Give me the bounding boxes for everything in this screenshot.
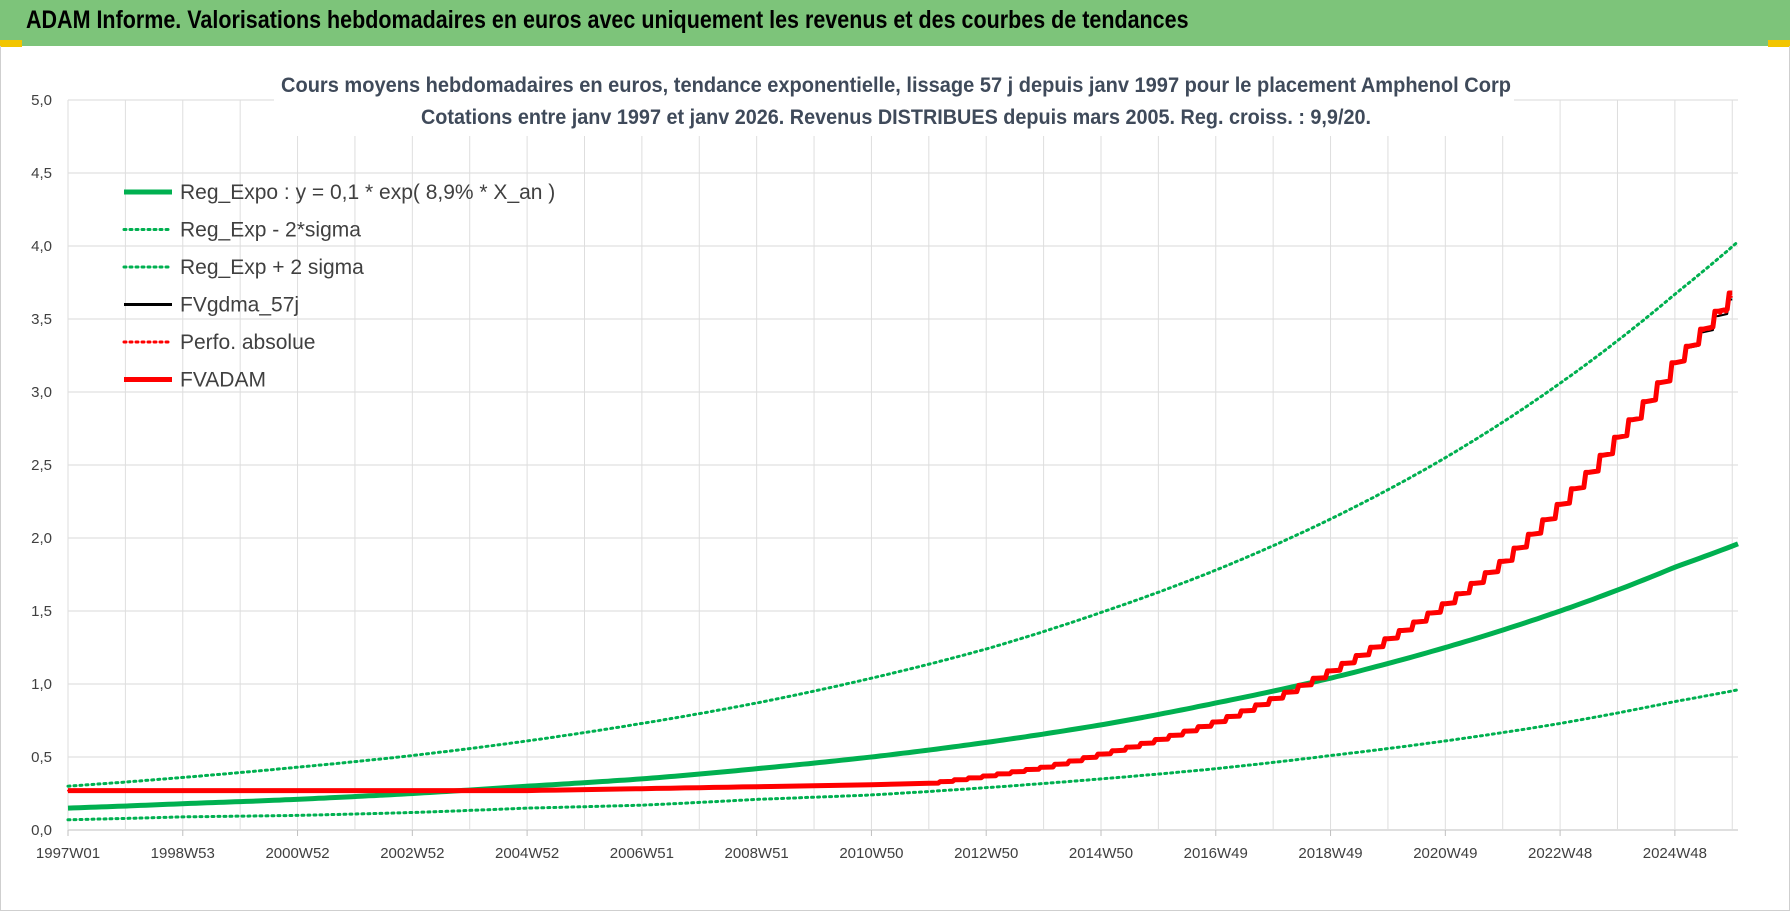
x-tick-label: 1998W53 [151, 845, 215, 862]
x-tick-label: 2008W51 [725, 845, 789, 862]
y-tick-label: 0,0 [31, 822, 52, 839]
legend: Reg_Expo : y = 0,1 * exp( 8,9% * X_an ) R… [122, 181, 555, 392]
title-banner: ADAM Informe. Valorisations hebdomadaire… [0, 0, 1790, 47]
title-background [274, 70, 1514, 136]
x-axis-ticks: 1997W01 1998W53 2000W52 2002W52 2004W52 2006W… [36, 830, 1707, 862]
series-line-6 [68, 290, 1733, 794]
y-tick-label: 4,0 [31, 238, 52, 255]
y-tick-label: 0,5 [31, 749, 52, 766]
x-tick-label: 2022W48 [1528, 845, 1592, 862]
x-tick-label: 2006W51 [610, 845, 674, 862]
x-tick-label: 2002W52 [380, 845, 444, 862]
chart-title: Cours moyens hebdomadaires en euros, ten… [281, 74, 1511, 97]
x-tick-label: 2012W50 [954, 845, 1018, 862]
x-tick-label: 2016W49 [1184, 845, 1248, 862]
banner-corner-left [0, 40, 22, 47]
chart-subtitle: Cotations entre janv 1997 et janv 2026. … [421, 106, 1371, 129]
series-line-1 [67, 541, 1739, 811]
x-tick-label: 2000W52 [265, 845, 329, 862]
y-tick-label: 2,0 [31, 530, 52, 547]
banner-corner-right [1768, 40, 1790, 47]
y-tick-label: 4,5 [31, 165, 52, 182]
x-tick-label: 2018W49 [1298, 845, 1362, 862]
series-lines [66, 240, 1740, 822]
banner-title: ADAM Informe. Valorisations hebdomadaire… [26, 6, 1189, 34]
y-tick-label: 3,5 [31, 311, 52, 328]
x-tick-label: 2024W48 [1643, 845, 1707, 862]
x-tick-label: 2010W50 [839, 845, 903, 862]
x-tick-label: 1997W01 [36, 845, 100, 862]
legend-label: FVADAM [180, 369, 266, 392]
y-tick-label: 3,0 [31, 384, 52, 401]
vertical-gridlines [67, 100, 1733, 830]
series-line-4 [68, 298, 1733, 792]
legend-label: Reg_Exp - 2*sigma [180, 219, 361, 242]
x-tick-label: 2020W49 [1413, 845, 1477, 862]
y-tick-label: 5,0 [31, 92, 52, 109]
y-tick-label: 1,0 [31, 676, 52, 693]
legend-label: FVgdma_57j [180, 294, 299, 317]
y-axis-ticks: 0,0 0,5 1,0 1,5 2,0 2,5 3,0 3,5 4,0 4,5 5,0 [31, 92, 52, 839]
x-tick-label: 2014W50 [1069, 845, 1133, 862]
x-tick-label: 2004W52 [495, 845, 559, 862]
y-tick-label: 2,5 [31, 457, 52, 474]
horizontal-gridlines [68, 99, 1738, 831]
legend-label: Reg_Expo : y = 0,1 * exp( 8,9% * X_an ) [180, 181, 555, 204]
series-line-2 [66, 688, 1740, 822]
series-line-5 [67, 295, 1734, 792]
y-tick-label: 1,5 [31, 603, 52, 620]
legend-label: Reg_Exp + 2 sigma [180, 256, 364, 279]
legend-label: Perfo. absolue [180, 331, 315, 354]
series-line-3 [66, 240, 1740, 788]
